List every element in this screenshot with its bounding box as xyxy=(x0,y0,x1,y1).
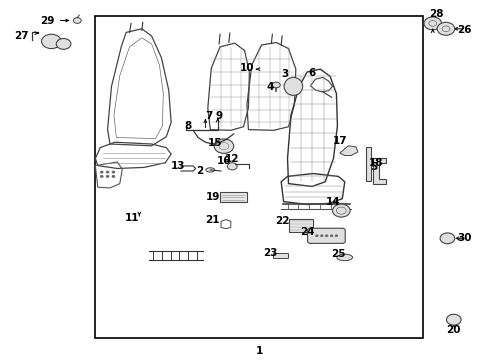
Text: 13: 13 xyxy=(171,161,185,171)
Circle shape xyxy=(214,139,233,153)
Ellipse shape xyxy=(284,77,302,95)
Text: 12: 12 xyxy=(224,154,239,164)
Text: 18: 18 xyxy=(368,158,383,168)
Circle shape xyxy=(436,22,454,35)
Circle shape xyxy=(446,314,460,325)
Text: 23: 23 xyxy=(262,248,277,258)
Text: 3: 3 xyxy=(281,69,287,79)
Text: 10: 10 xyxy=(239,63,254,73)
Text: 1: 1 xyxy=(255,346,262,356)
Circle shape xyxy=(106,171,109,173)
Text: 7: 7 xyxy=(205,111,213,121)
Text: 14: 14 xyxy=(325,197,340,207)
Text: 15: 15 xyxy=(207,138,222,148)
Circle shape xyxy=(272,82,280,88)
Ellipse shape xyxy=(336,254,352,261)
Text: 20: 20 xyxy=(446,325,460,336)
FancyBboxPatch shape xyxy=(307,228,345,243)
Text: 22: 22 xyxy=(275,216,289,226)
Text: 9: 9 xyxy=(215,111,222,121)
Circle shape xyxy=(56,39,71,49)
Bar xyxy=(365,147,370,181)
Text: 6: 6 xyxy=(308,68,315,78)
Circle shape xyxy=(73,18,81,23)
Text: 11: 11 xyxy=(124,213,139,223)
Text: 30: 30 xyxy=(456,233,471,243)
Text: 17: 17 xyxy=(332,136,346,146)
Circle shape xyxy=(439,233,454,244)
Bar xyxy=(220,192,246,202)
Text: 24: 24 xyxy=(299,227,314,237)
Polygon shape xyxy=(339,146,357,156)
Text: 8: 8 xyxy=(184,121,191,131)
Text: 29: 29 xyxy=(41,15,55,26)
Text: 19: 19 xyxy=(205,192,220,202)
Circle shape xyxy=(112,175,115,177)
Circle shape xyxy=(332,204,349,217)
Text: 26: 26 xyxy=(456,24,471,35)
Bar xyxy=(272,253,287,258)
Circle shape xyxy=(106,175,109,177)
Polygon shape xyxy=(372,158,386,184)
Text: 21: 21 xyxy=(205,215,220,225)
Circle shape xyxy=(334,235,337,237)
Circle shape xyxy=(227,163,237,170)
Text: 27: 27 xyxy=(14,31,28,41)
Circle shape xyxy=(315,235,318,237)
Text: 5: 5 xyxy=(370,162,377,172)
Circle shape xyxy=(100,171,103,173)
Circle shape xyxy=(325,235,327,237)
Bar xyxy=(289,219,312,232)
Text: 25: 25 xyxy=(330,249,345,259)
Circle shape xyxy=(320,235,323,237)
Circle shape xyxy=(329,235,332,237)
Text: 2: 2 xyxy=(196,166,203,176)
Ellipse shape xyxy=(205,168,214,172)
Text: 16: 16 xyxy=(216,156,231,166)
Circle shape xyxy=(100,175,103,177)
Text: 28: 28 xyxy=(428,9,443,19)
Text: 4: 4 xyxy=(265,82,273,92)
Bar xyxy=(95,16,422,338)
Circle shape xyxy=(423,17,441,30)
Circle shape xyxy=(41,34,61,49)
Circle shape xyxy=(112,171,115,173)
